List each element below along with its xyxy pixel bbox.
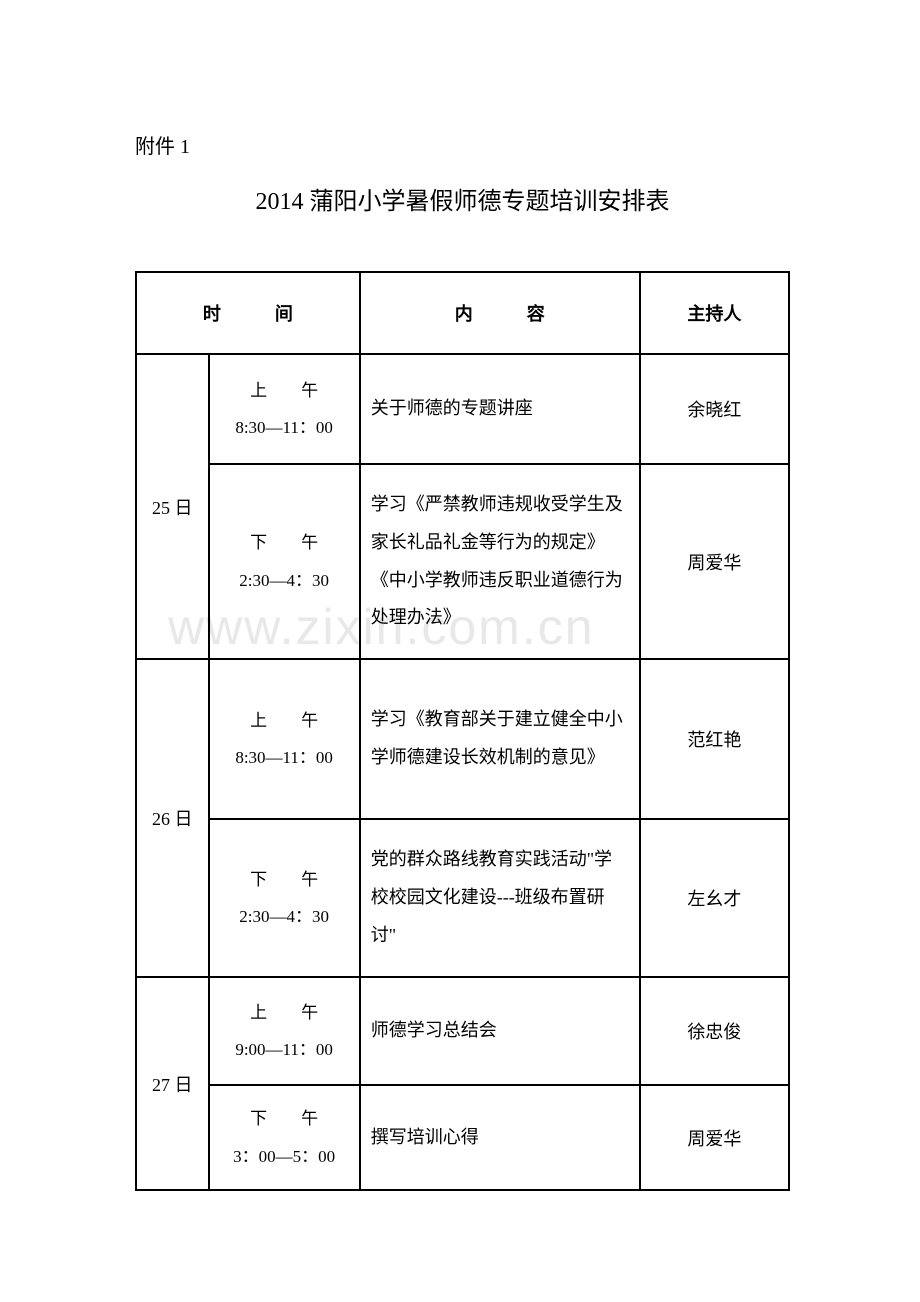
session-cell: 下 午 2:30—4：30 xyxy=(209,464,360,659)
host-cell: 周爱华 xyxy=(640,1085,789,1190)
time-label: 2:30—4：30 xyxy=(216,562,353,599)
attachment-label: 附件 1 xyxy=(135,130,790,159)
table-row: 27 日 上 午 9:00—11：00 师德学习总结会 徐忠俊 xyxy=(136,977,789,1085)
table-row: 下 午 2:30—4：30 学习《严禁教师违规收受学生及家长礼品礼金等行为的规定… xyxy=(136,464,789,659)
schedule-table-wrapper: 时 间 内 容 主持人 25 日 上 午 8:30—11：00 关于师德的专题讲… xyxy=(135,271,790,1191)
host-cell: 周爱华 xyxy=(640,464,789,659)
host-cell: 徐忠俊 xyxy=(640,977,789,1085)
time-label: 2:30—4：30 xyxy=(216,898,353,935)
header-time: 时 间 xyxy=(136,272,360,354)
period-label: 下 午 xyxy=(216,861,353,898)
date-cell: 25 日 xyxy=(136,354,209,659)
time-label: 9:00—11：00 xyxy=(216,1031,353,1068)
host-cell: 余晓红 xyxy=(640,354,789,464)
header-host: 主持人 xyxy=(640,272,789,354)
content-cell: 关于师德的专题讲座 xyxy=(360,354,640,464)
session-cell: 下 午 2:30—4：30 xyxy=(209,819,360,977)
table-header-row: 时 间 内 容 主持人 xyxy=(136,272,789,354)
time-label: 3：00—5：00 xyxy=(216,1138,353,1175)
table-row: 25 日 上 午 8:30—11：00 关于师德的专题讲座 余晓红 xyxy=(136,354,789,464)
period-label: 上 午 xyxy=(216,702,353,739)
content-cell: 师德学习总结会 xyxy=(360,977,640,1085)
period-label: 下 午 xyxy=(216,1100,353,1137)
schedule-table: 时 间 内 容 主持人 25 日 上 午 8:30—11：00 关于师德的专题讲… xyxy=(135,271,790,1191)
session-cell: 上 午 9:00—11：00 xyxy=(209,977,360,1085)
period-label: 上 午 xyxy=(216,994,353,1031)
host-cell: 范红艳 xyxy=(640,659,789,819)
table-row: 26 日 上 午 8:30—11：00 学习《教育部关于建立健全中小学师德建设长… xyxy=(136,659,789,819)
date-cell: 26 日 xyxy=(136,659,209,977)
content-cell: 学习《教育部关于建立健全中小学师德建设长效机制的意见》 xyxy=(360,659,640,819)
content-cell: 学习《严禁教师违规收受学生及家长礼品礼金等行为的规定》《中小学教师违反职业道德行… xyxy=(360,464,640,659)
period-label: 下 午 xyxy=(216,524,353,561)
session-cell: 上 午 8:30—11：00 xyxy=(209,659,360,819)
session-cell: 上 午 8:30—11：00 xyxy=(209,354,360,464)
table-row: 下 午 3：00—5：00 撰写培训心得 周爱华 xyxy=(136,1085,789,1190)
time-label: 8:30—11：00 xyxy=(216,409,353,446)
period-label: 上 午 xyxy=(216,372,353,409)
content-cell: 撰写培训心得 xyxy=(360,1085,640,1190)
host-cell: 左幺才 xyxy=(640,819,789,977)
time-label: 8:30—11：00 xyxy=(216,739,353,776)
session-cell: 下 午 3：00—5：00 xyxy=(209,1085,360,1190)
document-title: 2014 蒲阳小学暑假师德专题培训安排表 xyxy=(135,181,790,216)
date-cell: 27 日 xyxy=(136,977,209,1190)
table-row: 下 午 2:30—4：30 党的群众路线教育实践活动"学校校园文化建设---班级… xyxy=(136,819,789,977)
header-content: 内 容 xyxy=(360,272,640,354)
content-cell: 党的群众路线教育实践活动"学校校园文化建设---班级布置研讨" xyxy=(360,819,640,977)
